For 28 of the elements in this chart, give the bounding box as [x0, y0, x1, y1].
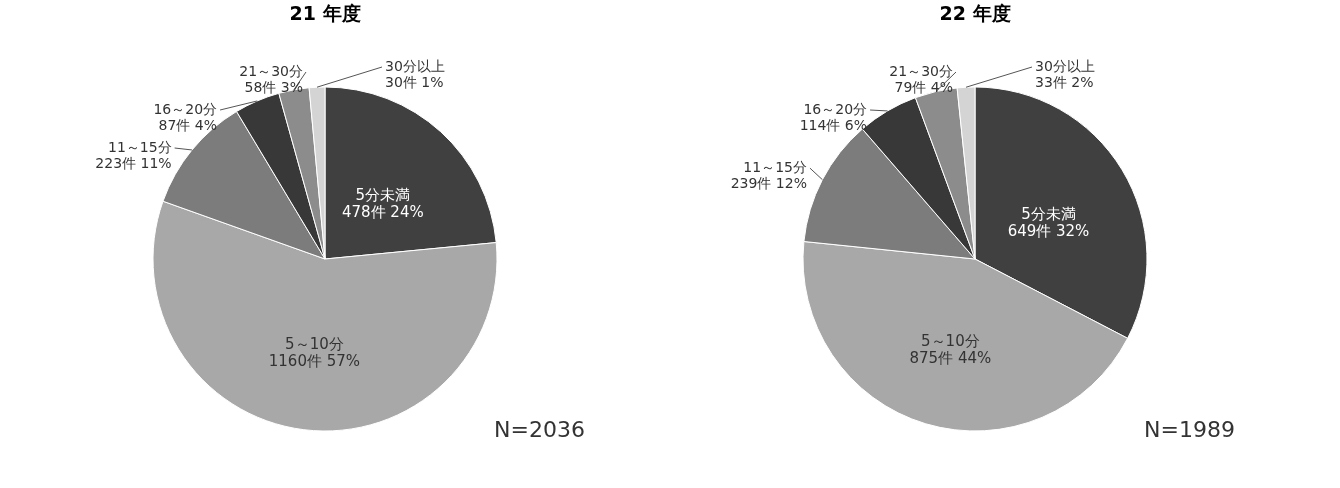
slice-label: 30分以上	[385, 58, 445, 74]
slice-label: 5～10分	[921, 332, 980, 351]
chart-title: 21 年度	[289, 2, 361, 24]
slice-label: 11～15分	[107, 139, 172, 155]
text: N=2036	[494, 417, 585, 442]
data-label: 223件 11%	[95, 155, 172, 171]
slice-label: 5～10分	[285, 335, 344, 354]
data-label: 239件 12%	[730, 175, 807, 192]
data-label: 87件 4%	[158, 117, 218, 133]
data-label: 875件 44%	[909, 349, 992, 368]
slice-label: 5分未満	[355, 186, 411, 205]
data-label: 58件 3%	[244, 79, 303, 95]
data-label: 30件 1%	[385, 74, 444, 90]
chart-title: 22 年度	[939, 2, 1011, 24]
slice-label: 16～20分	[153, 101, 218, 117]
data-label: 1160件 57%	[268, 352, 361, 371]
data-label: 33件 2%	[1035, 74, 1094, 90]
text: N=1989	[1144, 417, 1235, 442]
data-label: 478件 24%	[341, 203, 424, 222]
slice-label: 30分以上	[1035, 58, 1095, 74]
slice-label: 5分未満	[1021, 205, 1076, 224]
data-label: 649件 32%	[1007, 222, 1090, 241]
data-label: 114件 6%	[799, 117, 868, 133]
slice-label: 21～30分	[239, 63, 303, 79]
data-label: 79件 4%	[894, 79, 953, 95]
slice-label: 16～20分	[803, 101, 868, 117]
slice-label: 11～15分	[743, 159, 807, 176]
slice-label: 21～30分	[889, 63, 953, 79]
